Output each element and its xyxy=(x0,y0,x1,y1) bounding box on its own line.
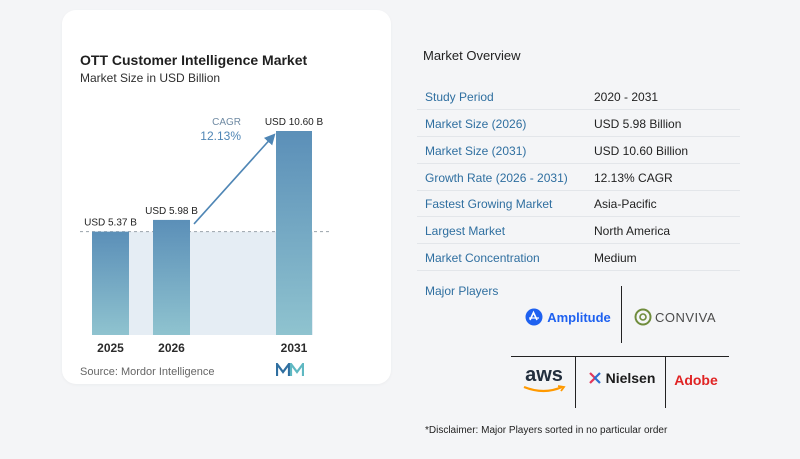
category-label-2031: 2031 xyxy=(281,341,308,355)
category-label-2026: 2026 xyxy=(158,341,185,355)
mordor-logo xyxy=(276,363,304,376)
player-divider xyxy=(621,286,622,343)
overview-title: Market Overview xyxy=(423,48,521,63)
player-name: aws xyxy=(525,364,563,386)
player-name: CONVIVA xyxy=(654,309,717,325)
category-label-2025: 2025 xyxy=(97,341,124,355)
overview-row-largest-market: Largest Market North America xyxy=(417,217,740,244)
source-note: Source: Mordor Intelligence xyxy=(80,366,215,378)
player-name: Adobe xyxy=(674,372,718,388)
overview-value: Medium xyxy=(594,251,637,265)
disclaimer: *Disclaimer: Major Players sorted in no … xyxy=(425,425,668,436)
cagr-arrow xyxy=(193,133,276,225)
overview-value: 12.13% CAGR xyxy=(594,171,673,185)
overview-key: Largest Market xyxy=(425,224,506,238)
overview-row-fastest-growing: Fastest Growing Market Asia-Pacific xyxy=(417,190,740,217)
nielsen-logo-icon xyxy=(588,372,601,384)
players-title: Major Players xyxy=(425,284,499,298)
data-label-2025: USD 5.37 B xyxy=(84,218,137,229)
player-divider xyxy=(511,356,729,357)
overview-key: Growth Rate (2026 - 2031) xyxy=(425,171,568,185)
bar-2026 xyxy=(153,219,190,335)
overview-row-market-size-2026: Market Size (2026) USD 5.98 Billion xyxy=(417,110,740,137)
cagr-value: 12.13% xyxy=(200,129,241,143)
data-label-2031: USD 10.60 B xyxy=(265,117,324,128)
overview-row-study-period: Study Period 2020 - 2031 xyxy=(417,83,740,110)
bar-2025 xyxy=(92,231,129,335)
overview-key: Study Period xyxy=(425,90,494,104)
overview-key: Fastest Growing Market xyxy=(425,197,553,211)
data-label-2026: USD 5.98 B xyxy=(145,206,198,217)
overview-row-concentration: Market Concentration Medium xyxy=(417,244,740,271)
chart-title: OTT Customer Intelligence Market xyxy=(80,52,308,68)
player-divider xyxy=(665,356,666,408)
player-divider xyxy=(575,356,576,408)
overview-key: Market Size (2026) xyxy=(425,117,527,131)
player-nielsen: Nielsen xyxy=(578,366,664,390)
aws-smile-icon xyxy=(523,385,566,393)
bar-chart: USD 5.37 B 2025 USD 5.98 B 2026 USD 10.60 B 2… xyxy=(80,117,330,355)
overview-value: USD 5.98 Billion xyxy=(594,117,682,131)
overview-value: 2020 - 2031 xyxy=(594,90,659,104)
cagr-label: CAGR xyxy=(212,117,241,128)
player-aws: aws xyxy=(516,362,572,396)
overview-value: North America xyxy=(594,224,671,238)
player-amplitude: Amplitude xyxy=(520,305,616,329)
player-adobe: Adobe xyxy=(667,368,725,392)
overview-key: Market Concentration xyxy=(425,251,540,265)
conviva-logo-icon xyxy=(634,308,652,326)
overview-value: USD 10.60 Billion xyxy=(594,144,689,158)
amplitude-logo-icon xyxy=(525,308,543,326)
player-name: Amplitude xyxy=(547,309,611,325)
player-name: Nielsen xyxy=(605,370,656,386)
overview-row-market-size-2031: Market Size (2031) USD 10.60 Billion xyxy=(417,137,740,164)
chart-subtitle: Market Size in USD Billion xyxy=(80,71,221,85)
overview-value: Asia-Pacific xyxy=(594,197,657,211)
player-conviva: CONVIVA xyxy=(630,305,720,329)
overview-row-growth-rate: Growth Rate (2026 - 2031) 12.13% CAGR xyxy=(417,164,740,191)
bar-2031 xyxy=(276,131,312,335)
overview-key: Market Size (2031) xyxy=(425,144,527,158)
